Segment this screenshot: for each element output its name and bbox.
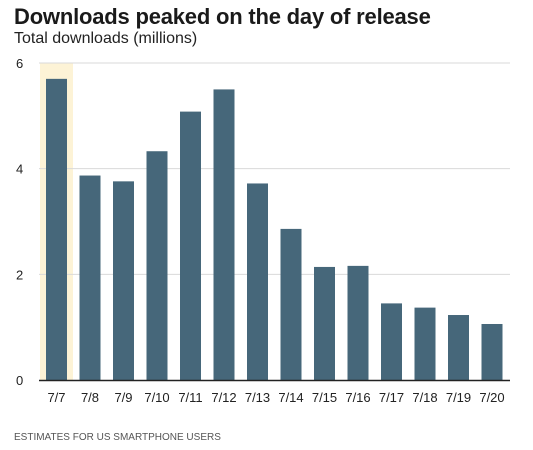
- bar: [448, 315, 469, 380]
- x-tick-label: 7/18: [412, 390, 437, 405]
- bar: [213, 89, 235, 381]
- y-tick-label: 2: [16, 267, 23, 282]
- x-tick-label: 7/11: [178, 390, 202, 405]
- bar: [247, 183, 268, 380]
- y-tick-label: 4: [16, 162, 23, 177]
- bar: [146, 151, 168, 380]
- chart-footer-note: ESTIMATES FOR US SMARTPHONE USERS: [14, 432, 221, 443]
- bar: [79, 175, 101, 380]
- x-tick-label: 7/13: [245, 390, 270, 405]
- x-tick-label: 7/14: [278, 390, 303, 405]
- x-tick-label: 7/8: [81, 390, 99, 405]
- bar: [314, 266, 335, 380]
- chart-title: Downloads peaked on the day of release: [14, 4, 431, 29]
- x-tick-label: 7/20: [479, 390, 504, 405]
- chart-subtitle: Total downloads (millions): [14, 30, 198, 47]
- bar: [347, 265, 369, 380]
- x-tick-label: 7/19: [446, 390, 471, 405]
- bar: [414, 307, 436, 380]
- bar: [381, 303, 402, 380]
- x-tick-label: 7/10: [144, 390, 169, 405]
- bar: [280, 228, 302, 380]
- bar: [481, 323, 503, 380]
- bar: [113, 181, 134, 380]
- y-tick-label: 0: [16, 373, 23, 388]
- x-tick-label: 7/7: [47, 390, 65, 405]
- x-tick-label: 7/16: [345, 390, 370, 405]
- x-tick-label: 7/12: [211, 390, 236, 405]
- x-tick-label: 7/9: [114, 390, 132, 405]
- x-tick-label: 7/15: [312, 390, 337, 405]
- x-tick-label: 7/17: [379, 390, 404, 405]
- y-tick-label: 6: [16, 56, 23, 71]
- bar: [180, 111, 201, 381]
- bar: [46, 78, 67, 380]
